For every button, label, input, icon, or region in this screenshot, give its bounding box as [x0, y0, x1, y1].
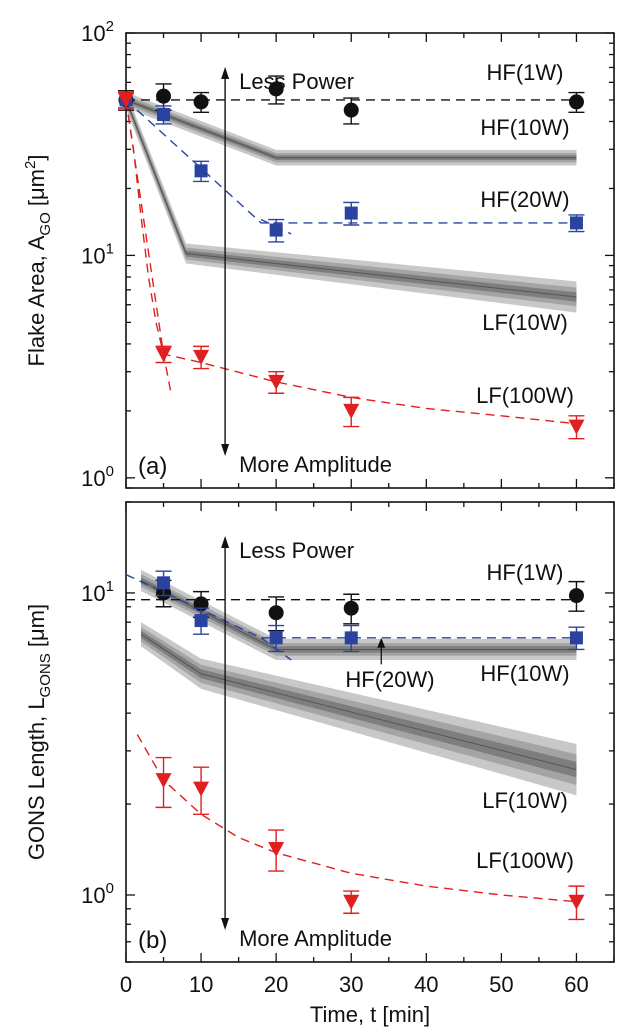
- chart-panel-b: 0 10 20 30 40 50 60 100 101 GONS Length, LGONS [μ…: [24, 501, 615, 1027]
- series-label: LF(100W): [476, 383, 574, 408]
- data-point: [344, 206, 358, 220]
- data-point: [568, 419, 585, 435]
- data-point: [344, 631, 358, 645]
- x-tick-label: 30: [339, 972, 363, 997]
- data-point: [194, 164, 208, 178]
- data-point: [193, 349, 210, 365]
- series-label: LF(10W): [482, 788, 568, 813]
- plot-frame: [125, 32, 615, 489]
- data-point: [118, 92, 134, 108]
- series-label: HF(1W): [487, 60, 564, 85]
- data-point: [157, 576, 171, 590]
- chart-panel-a: 100 101 102 Flake Area, AGO [μm2] Less Power…: [22, 18, 615, 491]
- y-tick-label: 101: [81, 240, 114, 268]
- x-tick-label: 50: [489, 972, 513, 997]
- arrow-head-up: [221, 67, 230, 79]
- fit-band: [126, 94, 577, 307]
- data-point: [268, 374, 285, 390]
- data-point: [568, 588, 584, 604]
- data-point: [343, 102, 359, 118]
- fit-band-center: [125, 99, 577, 159]
- data-point: [193, 781, 210, 797]
- data-point: [157, 108, 171, 122]
- arrow-head-down: [221, 918, 230, 930]
- fit-band: [126, 97, 577, 161]
- annotation-more-amplitude: More Amplitude: [239, 926, 392, 951]
- series-label: LF(100W): [476, 848, 574, 873]
- data-point: [343, 600, 359, 616]
- label-pointer-head: [377, 637, 386, 648]
- data-point: [269, 223, 283, 237]
- series-label: HF(20W): [480, 187, 569, 212]
- data-point: [193, 94, 209, 110]
- data-point: [155, 347, 172, 363]
- x-tick-label: 60: [564, 972, 588, 997]
- plot-frame: [125, 501, 615, 963]
- series-label: LF(10W): [482, 310, 568, 335]
- data-point: [268, 605, 284, 621]
- data-point: [194, 614, 208, 628]
- fit-line-dashed: [125, 99, 577, 425]
- arrow-head-up: [221, 536, 230, 548]
- data-point: [343, 894, 360, 910]
- data-point: [269, 631, 283, 645]
- series-label: HF(10W): [480, 661, 569, 686]
- y-tick-label: 100: [81, 880, 114, 908]
- y-tick-label: 101: [81, 578, 114, 606]
- arrow-head-down: [221, 444, 230, 456]
- x-tick-label: 40: [414, 972, 438, 997]
- x-tick-label: 0: [120, 972, 132, 997]
- data-point: [568, 94, 584, 110]
- series-label: HF(10W): [480, 115, 569, 140]
- data-point: [268, 841, 285, 857]
- x-axis-label: Time, t [min]: [310, 1002, 430, 1027]
- y-tick-label: 102: [81, 18, 114, 46]
- y-axis-label: GONS Length, LGONS [μm]: [24, 604, 54, 860]
- data-point: [268, 81, 284, 97]
- data-point: [343, 403, 360, 419]
- data-point: [155, 773, 172, 789]
- panel-label: (a): [138, 453, 167, 480]
- annotation-more-amplitude: More Amplitude: [239, 452, 392, 477]
- fit-band: [141, 630, 577, 778]
- data-point: [156, 88, 172, 104]
- annotation-less-power: Less Power: [239, 538, 354, 563]
- x-tick-label: 20: [264, 972, 288, 997]
- data-point: [569, 631, 583, 645]
- x-tick-label: 10: [189, 972, 213, 997]
- data-point: [568, 894, 585, 910]
- panel-label: (b): [138, 927, 167, 954]
- annotation-less-power: Less Power: [239, 69, 354, 94]
- fit-band-center: [125, 99, 577, 298]
- series-label: HF(1W): [487, 560, 564, 585]
- y-tick-label: 100: [81, 463, 114, 491]
- fit-band-center: [140, 633, 577, 771]
- data-point: [569, 216, 583, 230]
- y-axis-label: Flake Area, AGO [μm2]: [22, 155, 54, 367]
- series-label: HF(20W): [345, 667, 434, 692]
- fit-band: [141, 577, 577, 653]
